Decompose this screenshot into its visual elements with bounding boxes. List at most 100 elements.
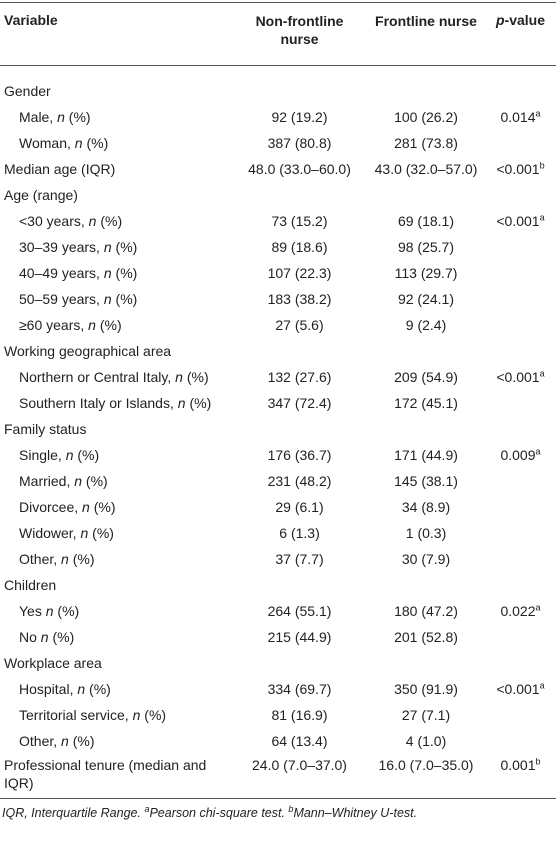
table-row: No n (%) 215 (44.9) 201 (52.8) (0, 624, 556, 650)
table-row: Territorial service, n (%) 81 (16.9) 27 (7… (0, 702, 556, 728)
row-label-line2: IQR) (4, 775, 34, 791)
frontline-value: 4 (1.0) (405, 733, 447, 749)
row-label-pct: (%) (111, 265, 138, 281)
row-label: Married, n (%) (0, 473, 232, 489)
row-label-n: n (57, 109, 65, 125)
section-row: Family status (0, 416, 556, 442)
footnote-sup-a: a (144, 803, 150, 814)
non-frontline-value: 347 (72.4) (267, 395, 332, 411)
p-value-number: <0.001 (496, 213, 540, 229)
section-label: Age (range) (4, 187, 78, 203)
non-frontline-value: 6 (1.3) (279, 525, 320, 541)
p-value: 0.022a (485, 603, 556, 619)
row-label-n: n (45, 603, 54, 619)
non-frontline-value: 89 (18.6) (271, 239, 328, 255)
section-label: Gender (4, 83, 51, 99)
non-frontline-value: 27 (5.6) (275, 317, 324, 333)
row-label-text: Male, (19, 109, 58, 125)
frontline-value: 180 (47.2) (394, 603, 458, 619)
p-value-footnote-mark: a (539, 680, 545, 691)
header-frontline: Frontline nurse (375, 13, 477, 29)
footnote-sup-b: b (288, 803, 294, 814)
table-row: Male, n (%) 92 (19.2) 100 (26.2) 0.014a (0, 104, 556, 130)
frontline-value: 16.0 (7.0–35.0) (378, 757, 474, 773)
row-label-text: Widower, (19, 525, 81, 541)
section-row: Working geographical area (0, 338, 556, 364)
row-label: Woman, n (%) (0, 135, 232, 151)
row-label-n: n (74, 135, 83, 151)
row-label-pct: (%) (85, 681, 111, 697)
frontline-value: 201 (52.8) (394, 629, 458, 645)
row-label-text: Hospital, (19, 681, 78, 697)
frontline-value: 69 (18.1) (397, 213, 455, 229)
footnote-mann-whitney: Mann–Whitney U-test. (293, 806, 418, 820)
row-label-n: n (61, 733, 69, 749)
non-frontline-value: 73 (15.2) (271, 213, 328, 229)
row-label: Other, n (%) (0, 551, 232, 567)
p-value-footnote-mark: b (539, 160, 545, 171)
header-non-frontline-line2: nurse (280, 31, 319, 47)
row-label-n: n (103, 265, 112, 281)
row-label-n: n (82, 499, 90, 515)
row-label: Hospital, n (%) (0, 681, 232, 697)
non-frontline-value: 231 (48.2) (267, 473, 332, 489)
table-row: 40–49 years, n (%) 107 (22.3) 113 (29.7) (0, 260, 556, 286)
row-label: 30–39 years, n (%) (0, 239, 232, 255)
footnote-pearson: Pearson chi-square test. (149, 806, 289, 820)
row-label-pct: (%) (48, 629, 75, 645)
section-label: Family status (4, 421, 87, 437)
row-label: <30 years, n (%) (0, 213, 232, 229)
table-row: Single, n (%) 176 (36.7) 171 (44.9) 0.009a (0, 442, 556, 468)
p-value-number: <0.001 (496, 161, 540, 177)
p-value-number: 0.001 (500, 757, 536, 773)
frontline-value: 145 (38.1) (394, 473, 458, 489)
row-label-pct: (%) (182, 369, 209, 385)
table-row: ≥60 years, n (%) 27 (5.6) 9 (2.4) (0, 312, 556, 338)
header-p-suffix: -value (504, 12, 546, 28)
non-frontline-value: 264 (55.1) (267, 603, 332, 619)
row-label-text: Single, (19, 447, 66, 463)
frontline-value: 172 (45.1) (394, 395, 458, 411)
table-row: Other, n (%) 37 (7.7) 30 (7.9) (0, 546, 556, 572)
non-frontline-value: 334 (69.7) (267, 681, 332, 697)
non-frontline-value: 183 (38.2) (267, 291, 332, 307)
row-label: No n (%) (0, 629, 232, 645)
row-label-n: n (88, 213, 97, 229)
p-value-footnote-mark: a (535, 108, 541, 119)
non-frontline-value: 24.0 (7.0–37.0) (252, 757, 347, 773)
table-row: Divorcee, n (%) 29 (6.1) 34 (8.9) (0, 494, 556, 520)
row-label-text: Married, (19, 473, 75, 489)
table-row: Yes n (%) 264 (55.1) 180 (47.2) 0.022a (0, 598, 556, 624)
frontline-value: 100 (26.2) (394, 109, 458, 125)
row-label: Widower, n (%) (0, 525, 232, 541)
p-value-number: <0.001 (496, 681, 540, 697)
row-label-n: n (175, 369, 183, 385)
p-value: 0.001b (485, 754, 556, 774)
row-label-pct: (%) (82, 135, 109, 151)
row-label-text: <30 years, (19, 213, 89, 229)
row-label-pct: (%) (140, 707, 167, 723)
frontline-value: 113 (29.7) (394, 265, 458, 281)
row-label: Northern or Central Italy, n (%) (0, 369, 232, 385)
table-row: Married, n (%) 231 (48.2) 145 (38.1) (0, 468, 556, 494)
row-label: Other, n (%) (0, 733, 232, 749)
bottom-rule (0, 798, 556, 799)
row-label-pct: (%) (68, 551, 95, 567)
row-label-text: Other, (19, 733, 62, 749)
row-label-text: Yes (19, 603, 46, 619)
row-label-text: Southern Italy or Islands, (19, 395, 178, 411)
row-label-text: 50–59 years, (19, 291, 104, 307)
row-label: Southern Italy or Islands, n (%) (0, 395, 232, 411)
p-value-number: 0.009 (500, 447, 536, 463)
non-frontline-value: 176 (36.7) (267, 447, 332, 463)
row-label-text: Northern or Central Italy, (19, 369, 176, 385)
frontline-value: 9 (2.4) (405, 317, 447, 333)
row-label-n: n (132, 707, 141, 723)
row-label-n: n (65, 447, 74, 463)
row-label-text: 40–49 years, (19, 265, 104, 281)
row-label-pct: (%) (185, 395, 212, 411)
row-label: Yes n (%) (0, 603, 232, 619)
row-label-pct: (%) (73, 447, 100, 463)
table-row: 50–59 years, n (%) 183 (38.2) 92 (24.1) (0, 286, 556, 312)
row-label-n: n (61, 551, 69, 567)
